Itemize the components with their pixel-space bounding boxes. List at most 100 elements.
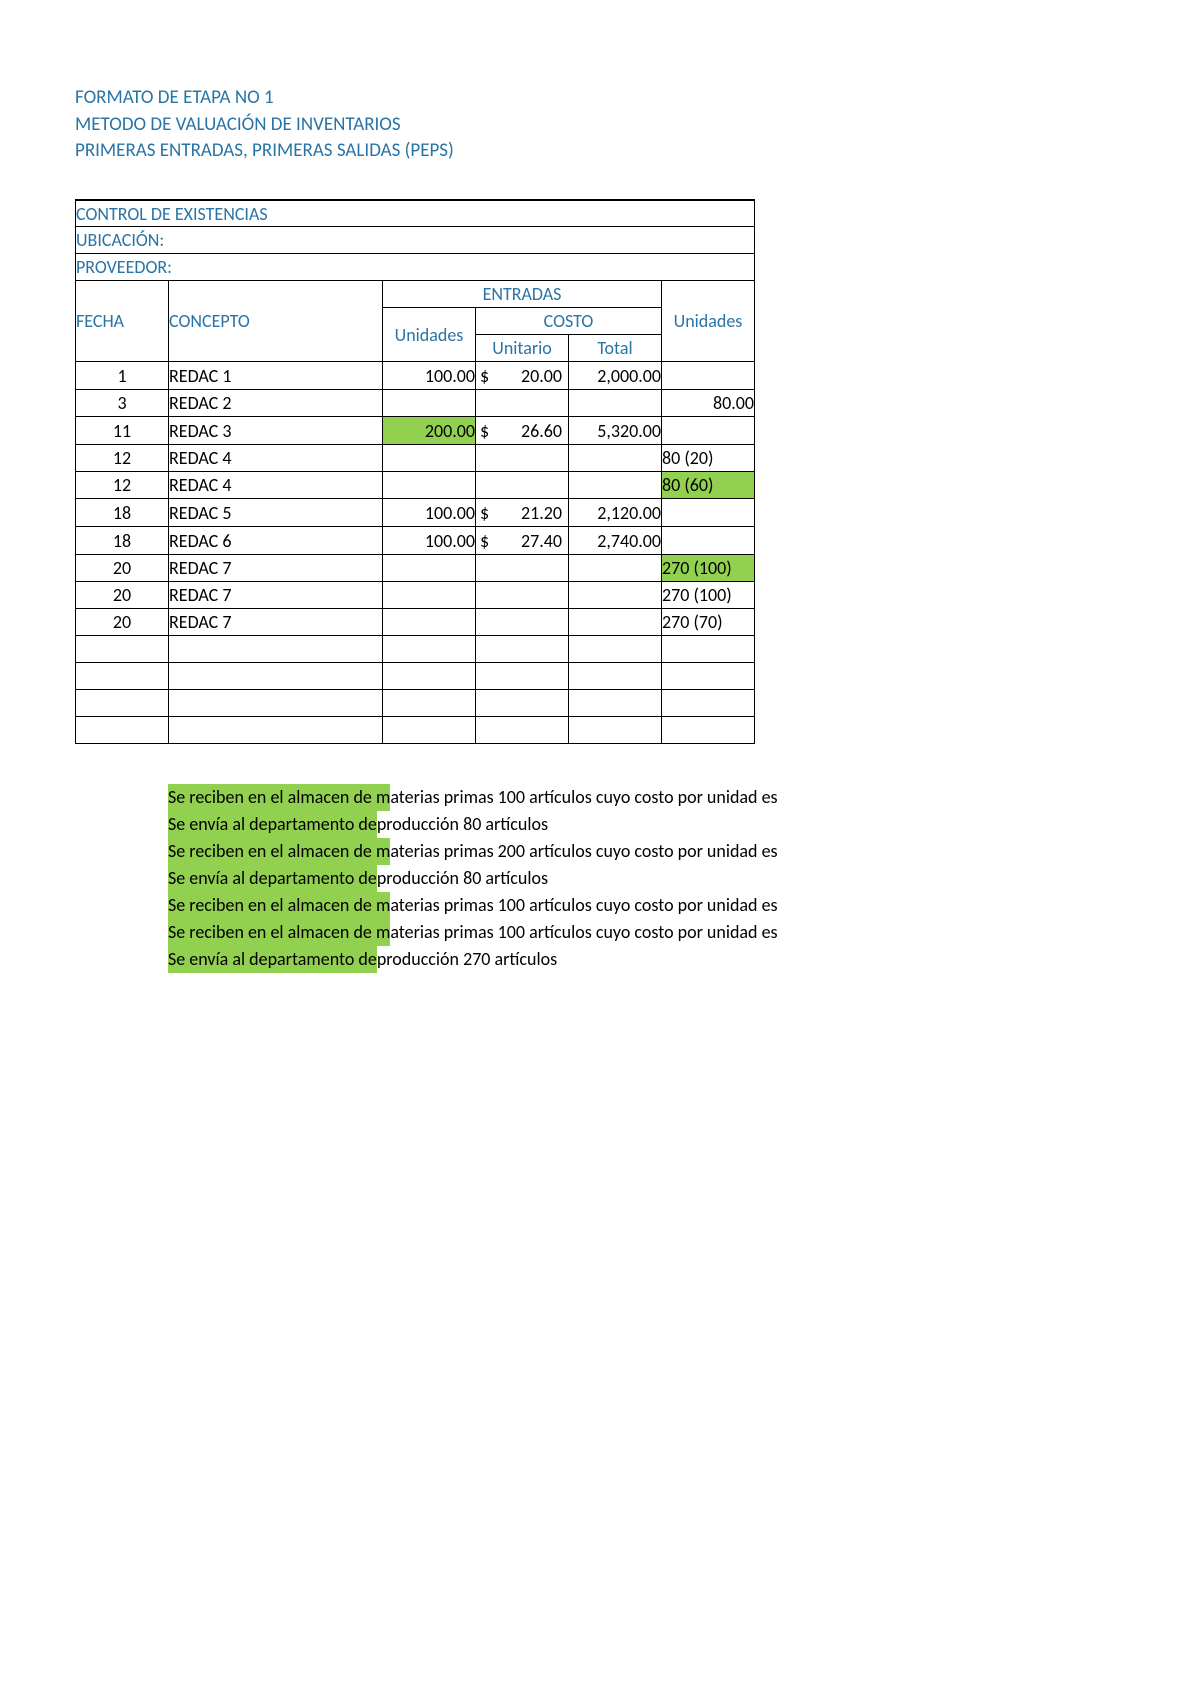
col-unitario: Unitario [476,335,569,362]
cell-total [569,663,662,690]
table-row [76,717,755,744]
cell-total: 5,320.00 [569,417,662,445]
cell-unidades: 100.00 [383,499,476,527]
cell-unidades2: 80 (20) [662,445,755,472]
cell-unidades: 100.00 [383,527,476,555]
description-highlight: Se reciben en el almacen de m [168,892,390,919]
cell-total [569,609,662,636]
cell-unidades: 200.00 [383,417,476,445]
cell-fecha: 20 [76,555,169,582]
col-concepto: CONCEPTO [169,281,383,362]
cell-unidades [383,445,476,472]
cell-concepto [169,690,383,717]
col-costo: COSTO [476,308,662,335]
table-row [76,663,755,690]
cell-unitario [476,582,569,609]
cell-fecha: 20 [76,609,169,636]
description-block: Se reciben en el almacen de materias pri… [168,784,1200,973]
col-unidades: Unidades [383,308,476,362]
spacer-cell [662,227,755,254]
table-row: 18REDAC 6100.00$27.402,740.00 [76,527,755,555]
currency-value: 20.00 [521,365,562,387]
cell-fecha: 1 [76,362,169,390]
description-rest: producción 80 artículos [377,813,548,835]
table-row [76,636,755,663]
cell-total [569,636,662,663]
cell-total: 2,740.00 [569,527,662,555]
cell-unidades2 [662,690,755,717]
col-entradas: ENTRADAS [383,281,662,308]
cell-unidades2: 270 (100) [662,582,755,609]
cell-unidades [383,690,476,717]
cell-concepto: REDAC 4 [169,472,383,499]
col-unidades2: Unidades [662,281,755,362]
currency-value: 21.20 [521,502,562,524]
description-line: Se reciben en el almacen de materias pri… [168,838,1200,865]
cell-concepto: REDAC 6 [169,527,383,555]
cell-unitario [476,690,569,717]
cell-concepto: REDAC 7 [169,609,383,636]
cell-fecha: 3 [76,390,169,417]
title-line-1: FORMATO DE ETAPA NO 1 [75,85,1200,112]
description-highlight: Se reciben en el almacen de m [168,838,390,865]
cell-fecha: 12 [76,472,169,499]
cell-unidades [383,663,476,690]
cell-total: 2,000.00 [569,362,662,390]
cell-unitario: $20.00 [476,362,569,390]
description-highlight: Se envía al departamento de [168,865,377,892]
description-line: Se reciben en el almacen de materias pri… [168,919,1200,946]
cell-unitario [476,636,569,663]
description-rest: aterias primas 100 artículos cuyo costo … [390,921,777,943]
description-rest: producción 270 artículos [377,948,557,970]
cell-fecha: 12 [76,445,169,472]
cell-concepto: REDAC 3 [169,417,383,445]
cell-unidades2: 80.00 [662,390,755,417]
title-block: FORMATO DE ETAPA NO 1 METODO DE VALUACIÓ… [75,85,1200,165]
title-line-2: METODO DE VALUACIÓN DE INVENTARIOS [75,112,1200,139]
cell-unitario: $21.20 [476,499,569,527]
description-line: Se envía al departamento de producción 2… [168,946,1200,973]
description-line: Se reciben en el almacen de materias pri… [168,784,1200,811]
inventory-table: CONTROL DE EXISTENCIAS UBICACIÓN: PROVEE… [75,199,755,745]
cell-fecha: 11 [76,417,169,445]
cell-concepto: REDAC 7 [169,582,383,609]
cell-unidades2 [662,417,755,445]
title-line-3: PRIMERAS ENTRADAS, PRIMERAS SALIDAS (PEP… [75,138,1200,165]
description-rest: aterias primas 100 artículos cuyo costo … [390,894,777,916]
currency-symbol: $ [480,420,489,442]
cell-concepto: REDAC 5 [169,499,383,527]
table-row: 12REDAC 4 80 (60) [76,472,755,499]
description-highlight: Se reciben en el almacen de m [168,784,390,811]
cell-concepto: REDAC 1 [169,362,383,390]
table-row: 20REDAC 7270 (100) [76,555,755,582]
cell-total [569,445,662,472]
currency-symbol: $ [480,530,489,552]
table-row: 20REDAC 7270 (70) [76,609,755,636]
cell-unidades [383,582,476,609]
cell-unidades2 [662,663,755,690]
cell-unitario [476,445,569,472]
currency-symbol: $ [480,365,489,387]
cell-total [569,582,662,609]
description-rest: producción 80 artículos [377,867,548,889]
col-total: Total [569,335,662,362]
cell-total [569,690,662,717]
cell-unidades2: 80 (60) [662,472,755,499]
table-row [76,690,755,717]
cell-unidades2 [662,499,755,527]
currency-value: 27.40 [521,530,562,552]
cell-unidades [383,555,476,582]
description-line: Se reciben en el almacen de materias pri… [168,892,1200,919]
cell-fecha: 18 [76,499,169,527]
spacer-cell [662,200,755,227]
cell-total: 2,120.00 [569,499,662,527]
description-line: Se envía al departamento de producción 8… [168,811,1200,838]
cell-unitario [476,609,569,636]
cell-unidades [383,472,476,499]
cell-concepto: REDAC 4 [169,445,383,472]
cell-unidades [383,390,476,417]
cell-fecha [76,636,169,663]
cell-unidades2 [662,717,755,744]
cell-unidades2 [662,527,755,555]
description-highlight: Se envía al departamento de [168,946,377,973]
